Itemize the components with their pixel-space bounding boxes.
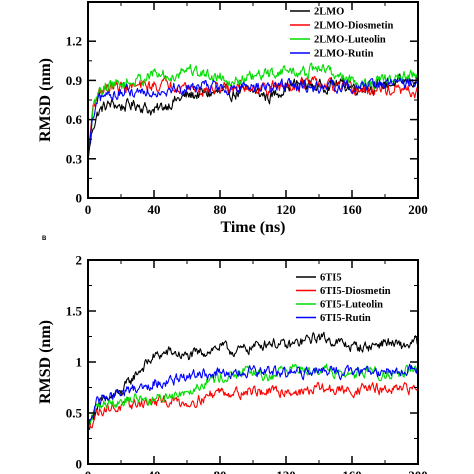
x-tick-label: 40 [148,468,161,474]
x-axis-title: Time (ns) [220,219,285,236]
legend-entry: 2LMO-Rutin [314,49,374,60]
series-line-2lmo-luteolin [88,62,418,157]
y-tick-label: 1.5 [66,304,83,319]
y-axis-title: RMSD (nm) [37,320,54,404]
y-tick-label: 0 [76,191,83,206]
y-tick-label: 1.2 [66,34,82,49]
y-tick-label: 2 [76,253,83,268]
legend-entry: 6TI5 [320,273,342,284]
x-tick-label: 0 [85,468,92,474]
x-tick-label: 40 [148,202,161,217]
y-tick-label: 0.5 [66,406,83,421]
y-tick-label: 0.6 [66,112,83,127]
x-tick-label: 200 [408,202,428,217]
series-line-6ti5-diosmetin [88,381,418,429]
series-line-6ti5-luteolin [88,363,418,426]
series-line-2lmo-rutin [88,77,418,157]
y-tick-label: 1 [76,355,83,370]
y-tick-label: 0.3 [66,151,83,166]
panel-a: 0 0.3 0.6 0.9 1.2 0 40 80 120 160 200 Time (ns) RMSD… [37,1,428,236]
x-tick-label: 80 [214,202,227,217]
x-tick-label: 200 [408,468,428,474]
x-tick-label: 0 [85,202,92,217]
x-tick-label: 120 [276,202,296,217]
legend-entry: 6TI5-Diosmetin [320,286,391,297]
x-tick-label: 80 [214,468,227,474]
series-line-6ti5-rutin [88,363,418,427]
series-line-2lmo-diosmetin [88,75,418,157]
y-tick-label: 0 [76,457,83,472]
series-line-2lmo [88,73,418,157]
series-group [88,331,418,431]
x-tick-label: 120 [276,468,296,474]
legend-entry: 2LMO-Luteolin [314,35,386,46]
legend-entry: 6TI5-Luteolin [320,300,383,311]
x-tick-label: 160 [342,202,362,217]
y-axis-title: RMSD (nm) [37,58,54,142]
legend-entry: 6TI5-Rutin [320,313,371,324]
legend-entry: 2LMO-Diosmetin [314,21,393,32]
y-tick-label: 0.9 [66,73,83,88]
panel-letter: B [42,236,47,242]
x-tick-label: 160 [342,468,362,474]
series-line-6ti5 [88,331,418,431]
panel-b: 0 0.5 1 1.5 2 0 40 80 120 160 200 RMSD (nm) B 6TI5 6TI… [37,236,428,474]
legend-entry: 2LMO [314,7,344,18]
series-group [88,62,418,157]
